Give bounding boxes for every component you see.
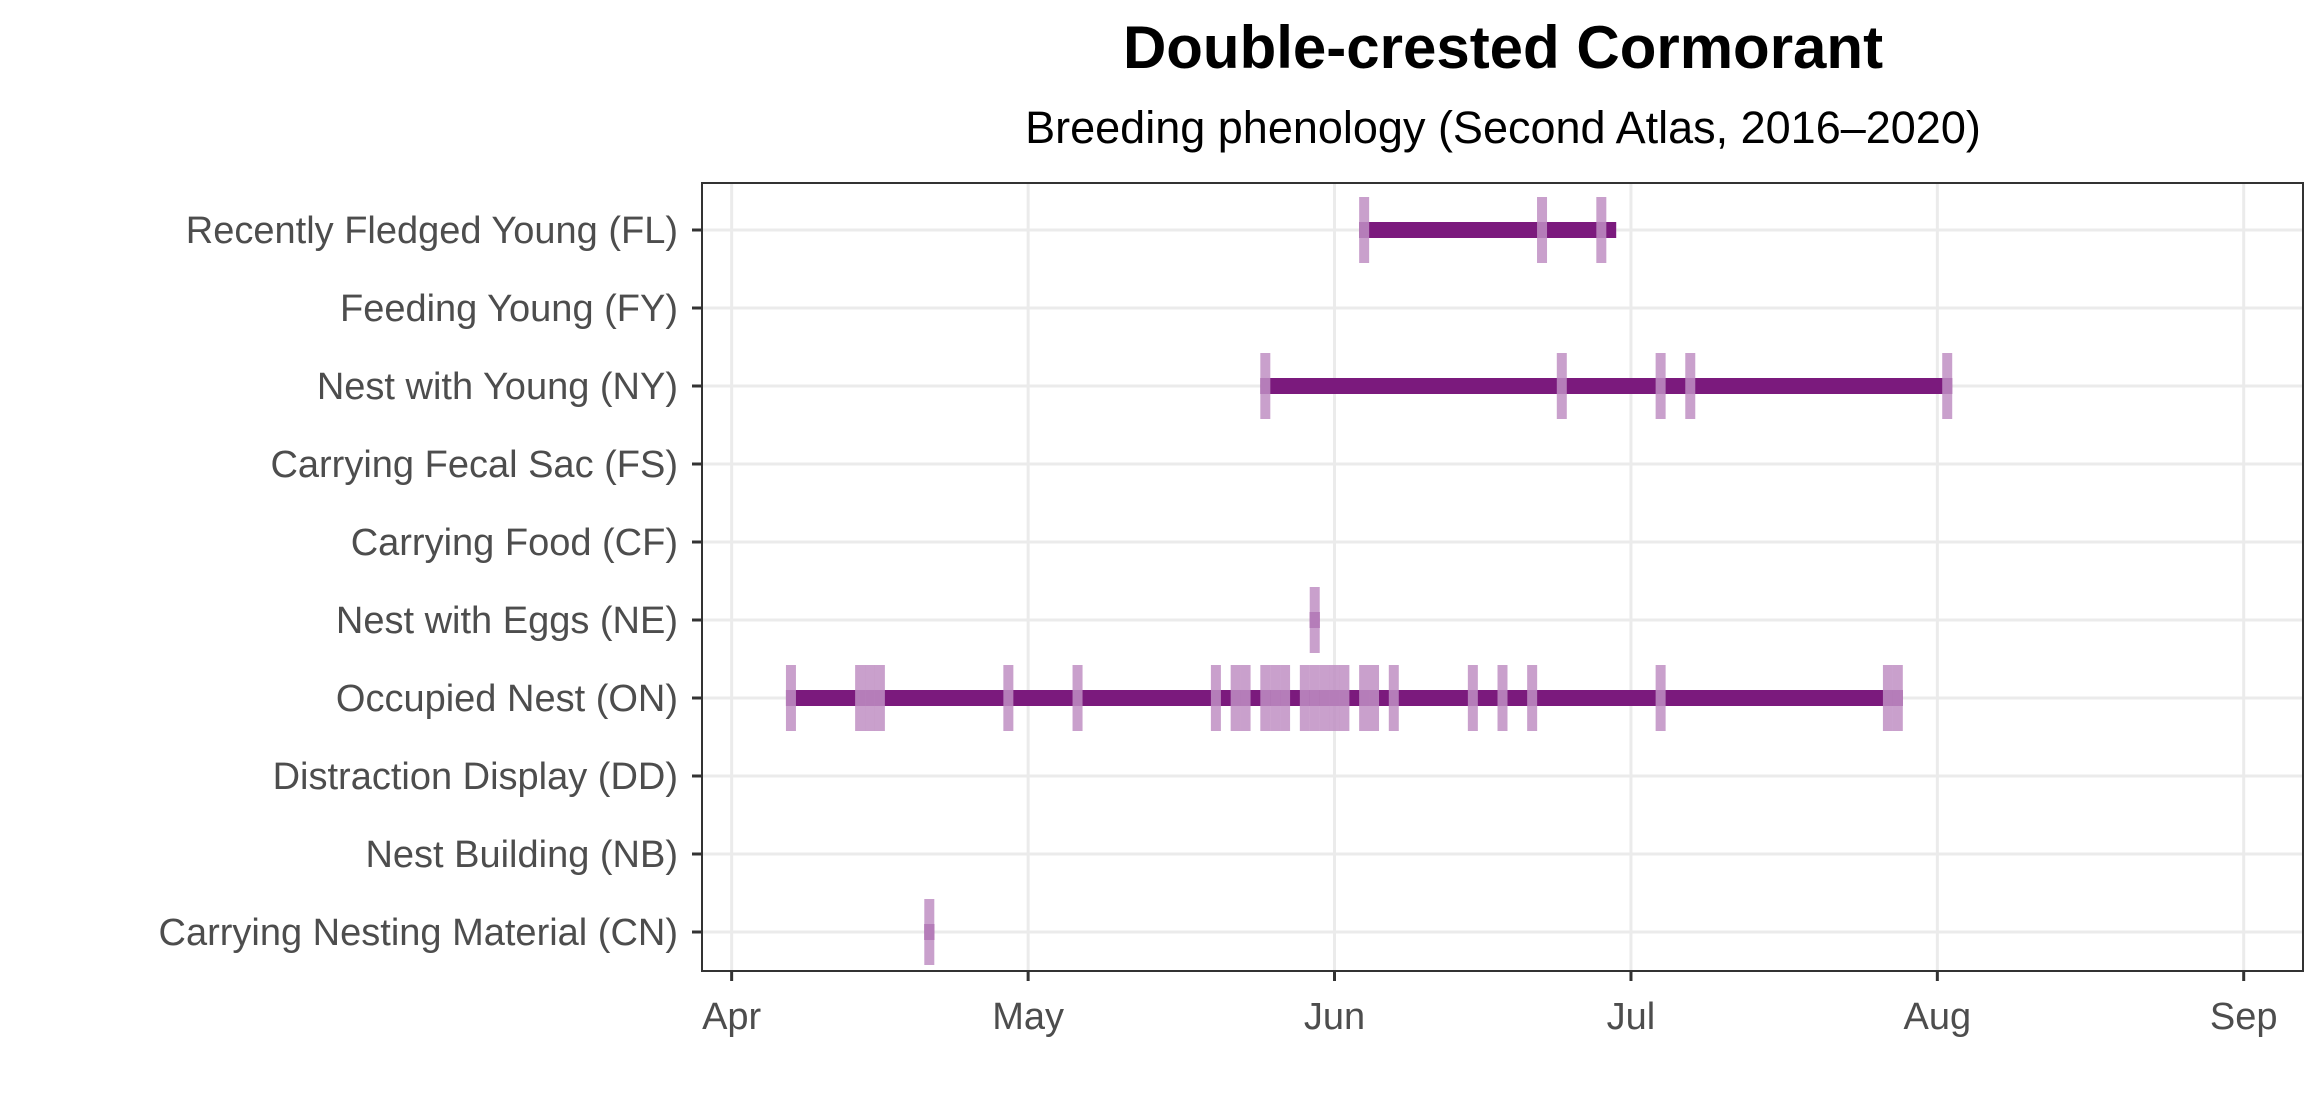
observation-mark: [1240, 665, 1251, 731]
x-tick-label: Apr: [702, 996, 761, 1038]
x-tick-label: Jun: [1304, 996, 1365, 1038]
y-category-label: Nest with Young (NY): [317, 366, 678, 408]
observation-mark: [924, 899, 935, 965]
observation-mark: [874, 665, 885, 731]
observation-mark: [1280, 665, 1291, 731]
x-tick-label: Jul: [1607, 996, 1656, 1038]
observation-mark: [1556, 353, 1567, 419]
y-category-label: Carrying Nesting Material (CN): [159, 912, 678, 954]
observation-mark: [1369, 665, 1380, 731]
y-category-label: Nest Building (NB): [365, 834, 678, 876]
observation-mark: [865, 665, 876, 731]
observation-mark: [1388, 665, 1399, 731]
y-category-label: Feeding Young (FY): [340, 288, 678, 330]
observation-mark: [1892, 665, 1903, 731]
y-axis: Recently Fledged Young (FL) Feeding Young…: [159, 210, 702, 954]
observation-mark: [1655, 353, 1666, 419]
observation-mark: [855, 665, 866, 731]
y-category-label: Recently Fledged Young (FL): [186, 210, 678, 252]
chart-title: Double-crested Cormorant: [1123, 14, 1883, 81]
chart-subtitle: Breeding phenology (Second Atlas, 2016–2…: [1025, 102, 1981, 153]
observation-mark: [1685, 353, 1696, 419]
observation-mark: [1942, 353, 1953, 419]
observation-mark: [1003, 665, 1014, 731]
y-category-label: Carrying Fecal Sac (FS): [270, 444, 678, 486]
range-bar: [1260, 378, 1953, 394]
x-axis: Apr May Jun Jul Aug Sep: [702, 971, 2278, 1038]
observation-mark: [1882, 665, 1893, 731]
observation-mark: [1359, 197, 1370, 263]
observation-mark: [1072, 665, 1083, 731]
observation-mark: [1260, 353, 1271, 419]
observation-mark: [1319, 665, 1330, 731]
observation-mark: [1359, 665, 1370, 731]
observation-mark: [1299, 665, 1310, 731]
observation-mark: [1497, 665, 1508, 731]
y-category-label: Distraction Display (DD): [273, 756, 678, 798]
x-tick-label: Aug: [1904, 996, 1972, 1038]
observation-mark: [1270, 665, 1281, 731]
observation-mark: [1527, 665, 1538, 731]
observation-mark: [1467, 665, 1478, 731]
observation-mark: [1309, 665, 1320, 731]
observation-mark: [1596, 197, 1607, 263]
observation-mark: [1210, 665, 1221, 731]
range-bar: [1359, 222, 1617, 238]
observation-mark: [1309, 587, 1320, 653]
observation-mark: [1329, 665, 1340, 731]
y-category-label: Carrying Food (CF): [351, 522, 678, 564]
x-tick-label: May: [992, 996, 1064, 1038]
observation-mark: [1230, 665, 1241, 731]
plot-panel-border: [701, 182, 2304, 972]
observation-mark: [1339, 665, 1350, 731]
grid-lines: [702, 183, 2303, 971]
x-tick-label: Sep: [2210, 996, 2278, 1038]
y-category-label: Nest with Eggs (NE): [336, 600, 678, 642]
observation-mark: [1537, 197, 1548, 263]
chart-marks: [785, 197, 1953, 965]
observation-mark: [1260, 665, 1271, 731]
observation-mark: [785, 665, 796, 731]
observation-mark: [1655, 665, 1666, 731]
y-category-label: Occupied Nest (ON): [336, 678, 678, 720]
